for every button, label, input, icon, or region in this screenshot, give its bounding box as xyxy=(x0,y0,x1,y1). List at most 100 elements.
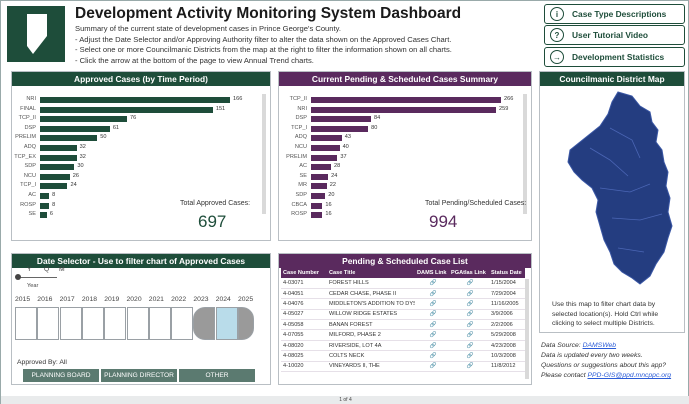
link-icon[interactable]: 🔗 xyxy=(449,350,489,362)
level-y[interactable]: Y xyxy=(27,266,32,273)
bar[interactable] xyxy=(40,97,230,103)
link-icon[interactable]: 🔗 xyxy=(449,309,489,321)
year-slot[interactable] xyxy=(126,307,149,340)
link-icon[interactable]: 🔗 xyxy=(449,298,489,310)
col-pgatlas-link[interactable]: PGAtlas Link xyxy=(449,267,489,278)
date-selector-title: Date Selector - Use to filter chart of A… xyxy=(12,254,270,268)
link-icon[interactable]: 🔗 xyxy=(449,278,489,289)
date-level-slider[interactable] xyxy=(15,273,65,283)
table-row[interactable]: 4-05058 BANAN FOREST 🔗 🔗 2/2/2006 xyxy=(281,319,525,331)
link-icon[interactable]: 🔗 xyxy=(449,329,489,341)
bar[interactable] xyxy=(311,135,342,142)
year-slot[interactable] xyxy=(148,307,171,340)
link-icon[interactable]: 🔗 xyxy=(415,361,449,373)
bar[interactable] xyxy=(40,135,98,142)
year-slot[interactable] xyxy=(193,307,216,340)
year-range-handle[interactable] xyxy=(238,307,254,340)
year-slot[interactable] xyxy=(59,307,82,340)
link-icon[interactable]: 🔗 xyxy=(415,340,449,352)
col-status-date[interactable]: Status Date xyxy=(489,267,525,278)
bar[interactable] xyxy=(311,202,323,209)
bar[interactable] xyxy=(40,116,127,123)
bar[interactable] xyxy=(40,125,110,132)
bar[interactable] xyxy=(311,164,331,171)
year-slot[interactable] xyxy=(171,307,194,340)
year-slot[interactable] xyxy=(215,307,238,340)
table-row[interactable]: 4-07055 MILFORD, PHASE 2 🔗 🔗 5/29/2008 xyxy=(281,329,525,341)
bar[interactable] xyxy=(311,154,338,161)
damsweb-link[interactable]: DAMSWeb xyxy=(582,342,617,349)
link-icon[interactable]: 🔗 xyxy=(449,340,489,352)
year-label[interactable]: 2024 xyxy=(215,296,231,303)
year-label[interactable]: 2022 xyxy=(171,296,187,303)
year-slot[interactable] xyxy=(104,307,127,340)
district-map[interactable] xyxy=(540,88,686,288)
year-label[interactable]: 2025 xyxy=(238,296,254,303)
year-slot[interactable] xyxy=(37,307,60,340)
level-m[interactable]: M xyxy=(59,266,65,273)
other-button[interactable]: OTHER xyxy=(179,369,255,382)
bar[interactable] xyxy=(311,212,323,219)
link-icon[interactable]: 🔗 xyxy=(449,319,489,331)
table-cell: 3/9/2006 xyxy=(489,309,525,321)
case-list-scrollbar[interactable] xyxy=(525,279,529,379)
link-icon[interactable]: 🔗 xyxy=(449,361,489,373)
link-icon[interactable]: 🔗 xyxy=(415,278,449,289)
link-icon[interactable]: 🔗 xyxy=(415,329,449,341)
bar[interactable] xyxy=(40,145,77,151)
table-row[interactable]: 4-08020 RIVERSIDE, LOT 4A 🔗 🔗 4/23/2008 xyxy=(281,340,525,352)
approved-chart-scrollbar[interactable] xyxy=(262,94,266,214)
col-case-number[interactable]: Case Number xyxy=(281,267,327,278)
year-label[interactable]: 2023 xyxy=(193,296,209,303)
year-slot[interactable] xyxy=(81,307,104,340)
year-label[interactable]: 2021 xyxy=(148,296,164,303)
level-q[interactable]: Q xyxy=(44,266,50,273)
bar[interactable] xyxy=(311,193,326,199)
table-row[interactable]: 4-10020 VINEYARDS II, THE 🔗 🔗 11/8/2012 xyxy=(281,361,525,373)
bar[interactable] xyxy=(311,97,501,103)
planning-director-button[interactable]: PLANNING DIRECTOR xyxy=(101,369,177,382)
bar[interactable] xyxy=(40,106,213,113)
link-icon[interactable]: 🔗 xyxy=(415,309,449,321)
development-statistics-button[interactable]: → Development Statistics xyxy=(544,47,685,67)
link-icon[interactable]: 🔗 xyxy=(449,288,489,300)
table-row[interactable]: 4-08025 COLTS NECK 🔗 🔗 10/3/2008 xyxy=(281,350,525,362)
year-label[interactable]: 2016 xyxy=(37,296,53,303)
bar[interactable] xyxy=(40,164,75,171)
bar[interactable] xyxy=(311,116,371,123)
contact-email-link[interactable]: PPD-GIS@ppd.mncppc.org xyxy=(587,372,672,379)
year-label[interactable]: 2018 xyxy=(81,296,98,303)
col-case-title[interactable]: Case Title xyxy=(327,267,415,278)
year-label[interactable]: 2017 xyxy=(59,296,75,303)
col-dams-link[interactable]: DAMS Link xyxy=(415,267,449,278)
bar[interactable] xyxy=(311,106,496,113)
bar[interactable] xyxy=(40,154,77,161)
year-label[interactable]: 2020 xyxy=(126,296,142,303)
link-icon[interactable]: 🔗 xyxy=(415,319,449,331)
year-label[interactable]: 2019 xyxy=(104,296,120,303)
table-row[interactable]: 4-05027 WILLOW RIDGE ESTATES 🔗 🔗 3/9/2006 xyxy=(281,309,525,321)
bar[interactable] xyxy=(40,193,50,199)
table-row[interactable]: 4-04051 CEDAR CHASE, PHASE II 🔗 🔗 7/29/2004 xyxy=(281,288,525,300)
link-icon[interactable]: 🔗 xyxy=(415,288,449,300)
planning-board-button[interactable]: PLANNING BOARD xyxy=(23,369,99,382)
bar[interactable] xyxy=(311,145,340,151)
case-type-descriptions-button[interactable]: i Case Type Descriptions xyxy=(544,4,685,24)
bar[interactable] xyxy=(40,212,47,219)
bar[interactable] xyxy=(40,202,50,209)
bar[interactable] xyxy=(40,183,68,190)
user-tutorial-video-button[interactable]: ? User Tutorial Video xyxy=(544,25,685,45)
link-icon[interactable]: 🔗 xyxy=(415,350,449,362)
pending-chart-scrollbar[interactable] xyxy=(523,94,527,214)
year-slot[interactable] xyxy=(15,307,37,340)
bar[interactable] xyxy=(311,183,327,190)
bar[interactable] xyxy=(40,173,70,180)
table-row[interactable]: 4-03071 FOREST HILLS 🔗 🔗 1/15/2004 xyxy=(281,278,525,289)
bar[interactable] xyxy=(311,173,329,180)
page-navigator[interactable]: 1 of 4 xyxy=(1,396,689,404)
link-icon[interactable]: 🔗 xyxy=(415,298,449,310)
table-cell: 4/23/2008 xyxy=(489,340,525,352)
year-label[interactable]: 2015 xyxy=(15,296,31,303)
bar[interactable] xyxy=(311,125,369,132)
